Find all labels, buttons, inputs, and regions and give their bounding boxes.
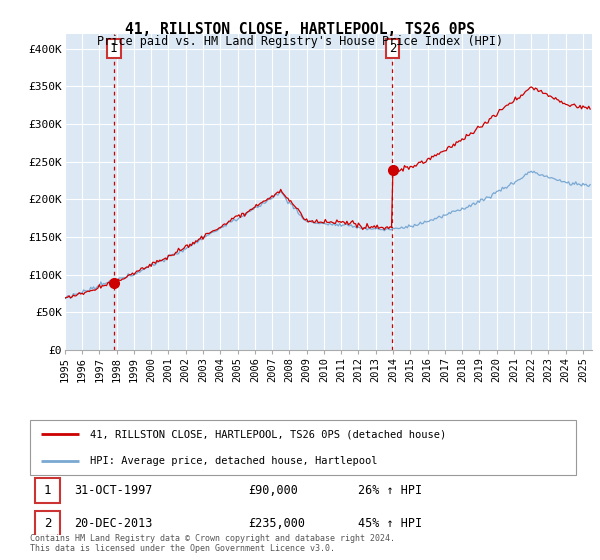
Text: 41, RILLSTON CLOSE, HARTLEPOOL, TS26 0PS: 41, RILLSTON CLOSE, HARTLEPOOL, TS26 0PS <box>125 22 475 38</box>
FancyBboxPatch shape <box>35 511 60 535</box>
Text: 45% ↑ HPI: 45% ↑ HPI <box>358 517 422 530</box>
Text: HPI: Average price, detached house, Hartlepool: HPI: Average price, detached house, Hart… <box>90 456 377 466</box>
FancyBboxPatch shape <box>35 478 60 502</box>
Text: Price paid vs. HM Land Registry's House Price Index (HPI): Price paid vs. HM Land Registry's House … <box>97 35 503 48</box>
Text: 41, RILLSTON CLOSE, HARTLEPOOL, TS26 0PS (detached house): 41, RILLSTON CLOSE, HARTLEPOOL, TS26 0PS… <box>90 430 446 439</box>
Text: 1: 1 <box>110 42 118 55</box>
Text: £235,000: £235,000 <box>248 517 305 530</box>
Text: 2: 2 <box>44 517 52 530</box>
Text: Contains HM Land Registry data © Crown copyright and database right 2024.
This d: Contains HM Land Registry data © Crown c… <box>30 534 395 553</box>
Text: 1: 1 <box>44 484 52 497</box>
FancyBboxPatch shape <box>30 420 576 475</box>
Text: 2: 2 <box>389 42 396 55</box>
Text: £90,000: £90,000 <box>248 484 298 497</box>
Text: 31-OCT-1997: 31-OCT-1997 <box>74 484 152 497</box>
Text: 26% ↑ HPI: 26% ↑ HPI <box>358 484 422 497</box>
Text: 20-DEC-2013: 20-DEC-2013 <box>74 517 152 530</box>
